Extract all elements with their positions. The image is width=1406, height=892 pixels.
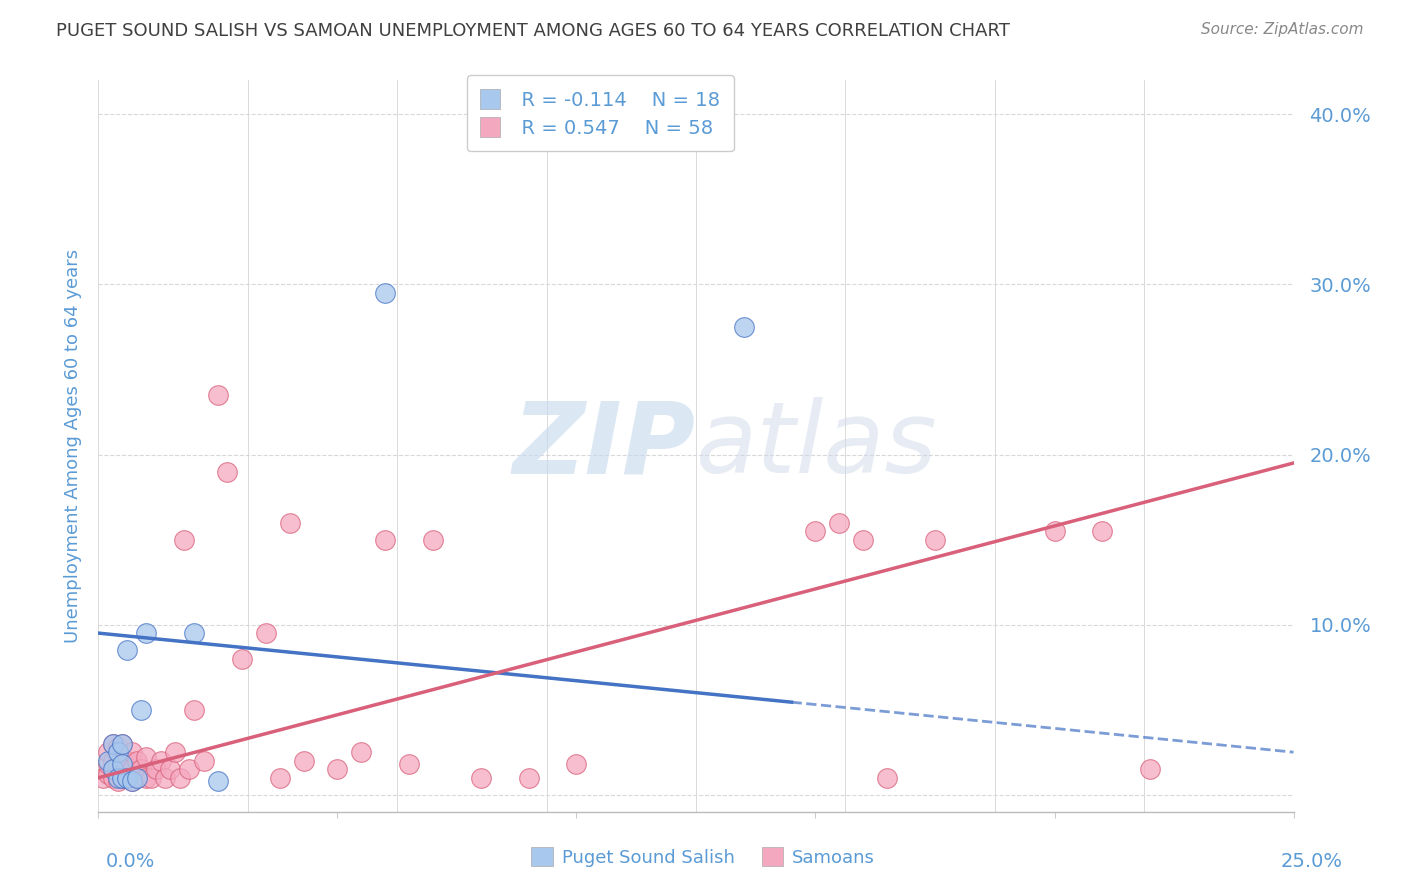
Point	[183, 703, 205, 717]
Point	[924, 533, 946, 547]
Point	[374, 285, 396, 300]
Point	[565, 757, 588, 772]
Point	[179, 762, 201, 776]
Point	[125, 754, 148, 768]
Point	[131, 703, 153, 717]
Point	[1043, 524, 1066, 538]
Point	[145, 762, 167, 776]
Text: ZIP: ZIP	[513, 398, 696, 494]
Point	[101, 762, 124, 776]
Point	[1139, 762, 1161, 776]
Point	[115, 643, 138, 657]
Point	[111, 750, 134, 764]
Point	[107, 771, 129, 785]
Point	[374, 533, 396, 547]
Text: Source: ZipAtlas.com: Source: ZipAtlas.com	[1201, 22, 1364, 37]
Point	[115, 754, 138, 768]
Point	[398, 757, 420, 772]
Point	[169, 771, 191, 785]
Point	[278, 516, 301, 530]
Point	[111, 737, 134, 751]
Point	[149, 754, 172, 768]
Point	[107, 740, 129, 755]
Point	[804, 524, 827, 538]
Point	[217, 465, 239, 479]
Point	[111, 771, 134, 785]
Point	[852, 533, 875, 547]
Point	[876, 771, 898, 785]
Point	[733, 320, 755, 334]
Point	[159, 762, 181, 776]
Point	[101, 754, 124, 768]
Text: atlas: atlas	[696, 398, 938, 494]
Point	[422, 533, 444, 547]
Point	[135, 626, 157, 640]
Point	[207, 388, 229, 402]
Point	[111, 737, 134, 751]
Point	[292, 754, 315, 768]
Point	[111, 762, 134, 776]
Point	[97, 757, 120, 772]
Point	[207, 774, 229, 789]
Point	[828, 516, 851, 530]
Point	[183, 626, 205, 640]
Point	[326, 762, 349, 776]
Point	[470, 771, 492, 785]
Point	[97, 754, 120, 768]
Point	[111, 757, 134, 772]
Point	[101, 737, 124, 751]
Point	[350, 745, 373, 759]
Point	[193, 754, 215, 768]
Point	[269, 771, 291, 785]
Point	[231, 651, 253, 665]
Point	[115, 771, 138, 785]
Point	[97, 745, 120, 759]
Point	[131, 762, 153, 776]
Point	[115, 771, 138, 785]
Point	[111, 771, 134, 785]
Point	[97, 767, 120, 781]
Point	[107, 745, 129, 759]
Legend:   R = -0.114    N = 18,   R = 0.547    N = 58: R = -0.114 N = 18, R = 0.547 N = 58	[467, 75, 734, 152]
Legend: Puget Sound Salish, Samoans: Puget Sound Salish, Samoans	[523, 840, 883, 874]
Point	[91, 771, 114, 785]
Point	[107, 774, 129, 789]
Point	[121, 762, 143, 776]
Point	[173, 533, 195, 547]
Point	[139, 771, 162, 785]
Y-axis label: Unemployment Among Ages 60 to 64 years: Unemployment Among Ages 60 to 64 years	[63, 249, 82, 643]
Point	[135, 771, 157, 785]
Point	[163, 745, 186, 759]
Point	[155, 771, 177, 785]
Text: PUGET SOUND SALISH VS SAMOAN UNEMPLOYMENT AMONG AGES 60 TO 64 YEARS CORRELATION : PUGET SOUND SALISH VS SAMOAN UNEMPLOYMEN…	[56, 22, 1010, 40]
Point	[101, 737, 124, 751]
Point	[517, 771, 540, 785]
Text: 25.0%: 25.0%	[1281, 852, 1343, 871]
Point	[101, 771, 124, 785]
Point	[125, 771, 148, 785]
Point	[254, 626, 277, 640]
Point	[107, 757, 129, 772]
Point	[121, 774, 143, 789]
Point	[121, 774, 143, 789]
Text: 0.0%: 0.0%	[105, 852, 155, 871]
Point	[1091, 524, 1114, 538]
Point	[135, 750, 157, 764]
Point	[121, 745, 143, 759]
Point	[125, 771, 148, 785]
